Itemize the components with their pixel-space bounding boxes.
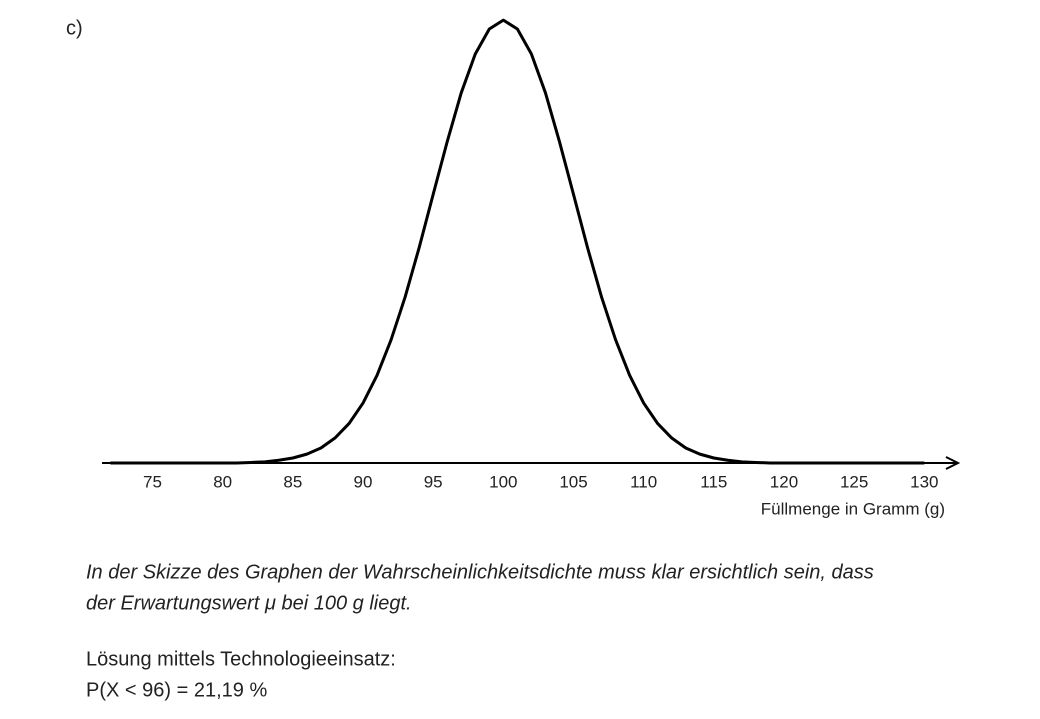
x-tick-label: 90 xyxy=(354,472,373,491)
x-tick-label: 130 xyxy=(910,472,938,491)
x-tick-label: 95 xyxy=(424,472,443,491)
x-tick-label: 110 xyxy=(630,472,657,491)
x-tick-label: 80 xyxy=(213,472,232,491)
note-line: der Erwartungswert μ bei 100 g liegt. xyxy=(86,592,412,614)
density-curve xyxy=(110,18,925,465)
x-axis-label: Füllmenge in Gramm (g) xyxy=(761,499,945,518)
x-tick-label: 75 xyxy=(143,472,162,491)
solution-line: P(X < 96) = 21,19 % xyxy=(86,679,267,701)
x-tick-label: 105 xyxy=(559,472,587,491)
x-tick-label: 85 xyxy=(283,472,302,491)
x-tick-label: 125 xyxy=(840,472,868,491)
x-tick-label: 115 xyxy=(700,472,727,491)
solution-line: Lösung mittels Technologieeinsatz: xyxy=(86,648,396,670)
part-label: c) xyxy=(66,17,83,39)
x-tick-label: 100 xyxy=(489,472,517,491)
note-line: In der Skizze des Graphen der Wahrschein… xyxy=(86,561,874,583)
axis-arrow xyxy=(945,456,961,470)
x-tick-label: 120 xyxy=(770,472,798,491)
